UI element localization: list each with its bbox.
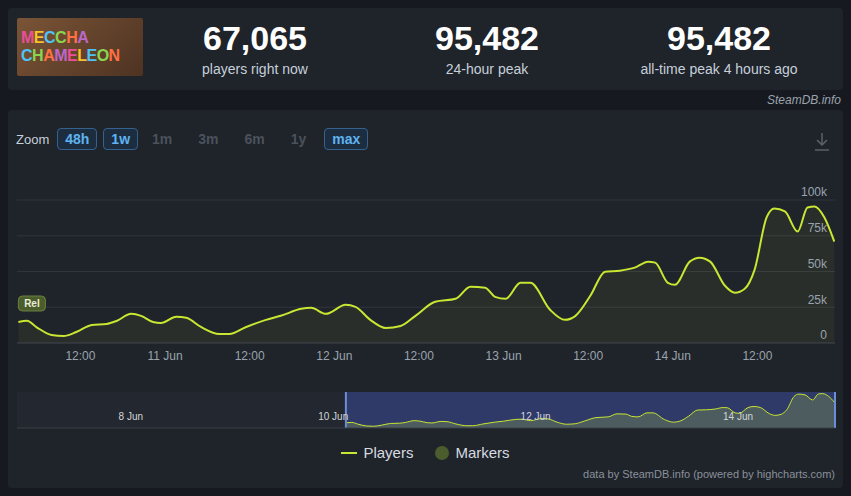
html-text:all-time peak 4 hours ago: all-time peak 4 hours ago — [640, 61, 798, 77]
html-text:Markers: Markers — [455, 444, 510, 461]
html-text:95,482: 95,482 — [667, 19, 771, 57]
html-text:M E C C H A: M E C C H A — [21, 29, 89, 46]
html-text:67,065: 67,065 — [203, 19, 307, 57]
svg-text:Rel: Rel — [24, 298, 40, 309]
svg-text:11 Jun: 11 Jun — [148, 349, 183, 363]
html-text:1y: 1y — [290, 131, 307, 147]
html-text:Players: Players — [363, 444, 414, 461]
html-text:3m: 3m — [198, 131, 219, 147]
svg-text:12:00: 12:00 — [573, 349, 603, 363]
html-text:1w: 1w — [111, 131, 130, 147]
html-text:95,482: 95,482 — [435, 19, 539, 57]
svg-text:50k: 50k — [808, 257, 828, 271]
svg-text:12:00: 12:00 — [235, 349, 265, 363]
html-text:24-hour peak: 24-hour peak — [445, 61, 529, 77]
html-text:data by SteamDB.info (powered: data by SteamDB.info (powered by highcha… — [583, 468, 835, 480]
svg-text:12:00: 12:00 — [404, 349, 434, 363]
svg-text:12 Jun: 12 Jun — [521, 411, 551, 422]
svg-text:12 Jun: 12 Jun — [316, 349, 352, 363]
html-text:max: max — [332, 131, 361, 147]
svg-text:12:00: 12:00 — [65, 349, 95, 363]
html-text:players right now: players right now — [202, 61, 308, 77]
html-text:48h: 48h — [65, 131, 90, 147]
svg-text:14 Jun: 14 Jun — [723, 411, 753, 422]
html-text:Zoom: Zoom — [16, 131, 50, 147]
html-text:6m: 6m — [244, 131, 265, 147]
svg-text:100k: 100k — [801, 185, 828, 199]
svg-text:0: 0 — [820, 328, 827, 342]
svg-text:13 Jun: 13 Jun — [486, 349, 522, 363]
svg-text:12:00: 12:00 — [742, 349, 772, 363]
html-text:SteamDB.info: SteamDB.info — [767, 93, 841, 107]
svg-text:8 Jun: 8 Jun — [119, 411, 143, 422]
html-text:1m: 1m — [152, 131, 173, 147]
html-text:C H A M E L E O N: C H A M E L E O N — [21, 47, 120, 64]
svg-text:75k: 75k — [808, 221, 828, 235]
svg-text:14 Jun: 14 Jun — [655, 349, 691, 363]
svg-text:25k: 25k — [808, 293, 828, 307]
svg-text:10 Jun: 10 Jun — [318, 411, 348, 422]
